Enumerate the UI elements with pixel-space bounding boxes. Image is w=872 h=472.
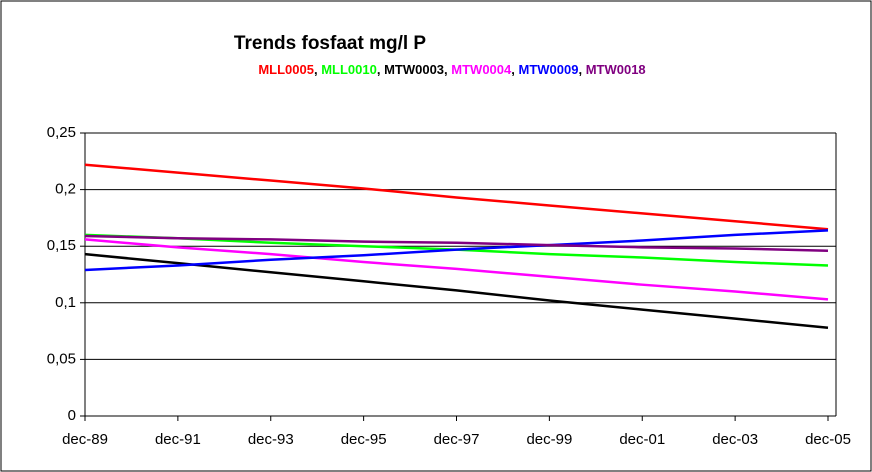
legend-entry: MTW0004 <box>451 62 512 77</box>
x-tick-label: dec-95 <box>341 431 387 448</box>
series-line <box>84 252 829 329</box>
legend-entry: MTW0018 <box>586 62 646 77</box>
y-tick-label: 0,1 <box>55 294 76 311</box>
series-line <box>84 163 829 231</box>
x-tick-label: dec-01 <box>619 431 665 448</box>
legend: MLL0005, MLL0010, MTW0003, MTW0004, MTW0… <box>258 62 645 77</box>
x-tick-label: dec-99 <box>526 431 572 448</box>
x-tick-label: dec-91 <box>155 431 201 448</box>
y-tick-label: 0,05 <box>47 350 76 367</box>
series-line <box>84 229 829 272</box>
y-tick-label: 0 <box>68 407 76 424</box>
legend-separator: , <box>444 62 451 77</box>
legend-separator: , <box>314 62 321 77</box>
series-line <box>84 238 829 301</box>
x-tick-label: dec-05 <box>805 431 851 448</box>
legend-separator: , <box>511 62 518 77</box>
x-tick-label: dec-93 <box>248 431 294 448</box>
legend-separator: , <box>377 62 384 77</box>
y-tick-label: 0,15 <box>47 237 76 254</box>
legend-entry: MLL0010 <box>321 62 377 77</box>
x-tick-label: dec-03 <box>712 431 758 448</box>
chart-title: Trends fosfaat mg/l P <box>234 33 426 54</box>
legend-entry: MTW0009 <box>518 62 578 77</box>
series-line <box>84 234 829 252</box>
legend-entry: MLL0005 <box>258 62 314 77</box>
legend-separator: , <box>578 62 585 77</box>
y-tick-label: 0,2 <box>55 181 76 198</box>
legend-entry: MTW0003 <box>384 62 444 77</box>
x-tick-label: dec-97 <box>434 431 480 448</box>
x-tick-label: dec-89 <box>62 431 108 448</box>
y-tick-label: 0,25 <box>47 124 76 141</box>
